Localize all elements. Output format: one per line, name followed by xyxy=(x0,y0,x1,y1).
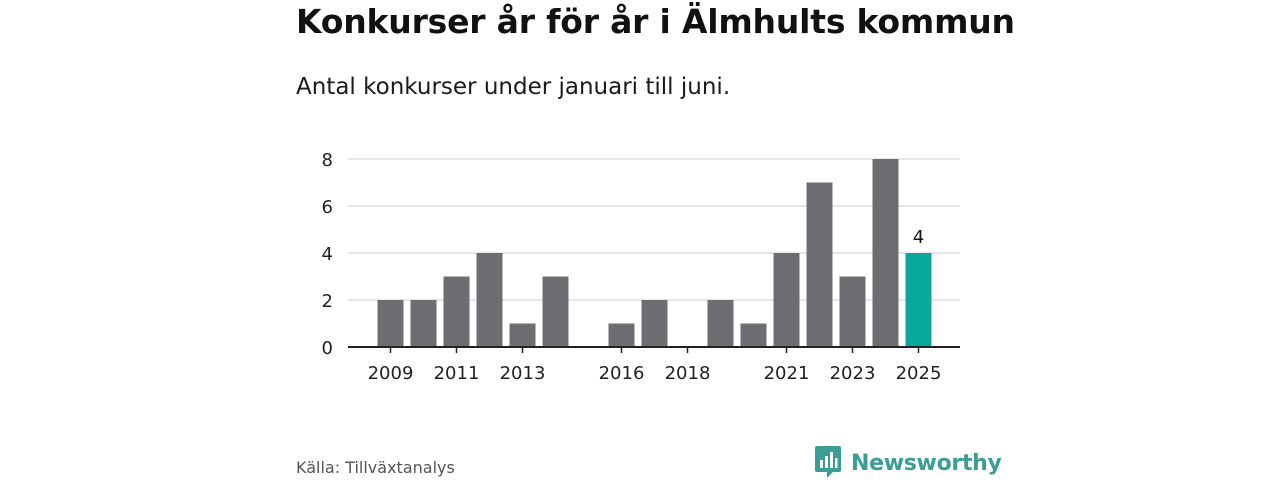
bar-2019 xyxy=(707,300,734,347)
bar-2010 xyxy=(410,300,437,347)
bar-2021 xyxy=(773,253,800,347)
bar-2009 xyxy=(377,300,404,347)
x-tick-label: 2023 xyxy=(830,363,876,384)
data-label: 4 xyxy=(913,227,924,248)
bar-2023 xyxy=(839,276,866,347)
y-tick-label: 2 xyxy=(322,291,333,312)
bar-2014 xyxy=(542,276,569,347)
x-tick-label: 2013 xyxy=(500,363,546,384)
bar-2025 xyxy=(905,253,932,347)
newsworthy-logo-icon xyxy=(815,446,841,478)
chart-title: Konkurser år för år i Älmhults kommun xyxy=(296,2,1015,41)
bar-2024 xyxy=(872,159,899,347)
x-tick-label: 2009 xyxy=(368,363,414,384)
bar-chart: 0 2 4 6 8 4 2009 2011 2013 2016 2018 2021 2023 2025 xyxy=(322,150,960,384)
x-tick-label: 2011 xyxy=(434,363,480,384)
y-tick-label: 8 xyxy=(322,150,333,171)
bar-2016 xyxy=(608,323,635,347)
y-tick-label: 0 xyxy=(322,338,333,359)
chart-subtitle: Antal konkurser under januari till juni. xyxy=(296,74,731,100)
bar-2011 xyxy=(443,276,470,347)
x-tick-label: 2025 xyxy=(896,363,942,384)
bar-2017 xyxy=(641,300,668,347)
x-tick-label: 2018 xyxy=(665,363,711,384)
bar-2012 xyxy=(476,253,503,347)
y-tick-label: 6 xyxy=(322,197,333,218)
x-tick-label: 2021 xyxy=(764,363,810,384)
x-tick-label: 2016 xyxy=(599,363,645,384)
bar-2022 xyxy=(806,182,833,347)
bar-2013 xyxy=(509,323,536,347)
source-note: Källa: Tillväxtanalys xyxy=(296,458,455,477)
brand-name: Newsworthy xyxy=(851,450,1002,476)
y-tick-label: 4 xyxy=(322,244,333,265)
bar-2020 xyxy=(740,323,767,347)
newsworthy-logo[interactable]: Newsworthy xyxy=(815,446,1002,480)
